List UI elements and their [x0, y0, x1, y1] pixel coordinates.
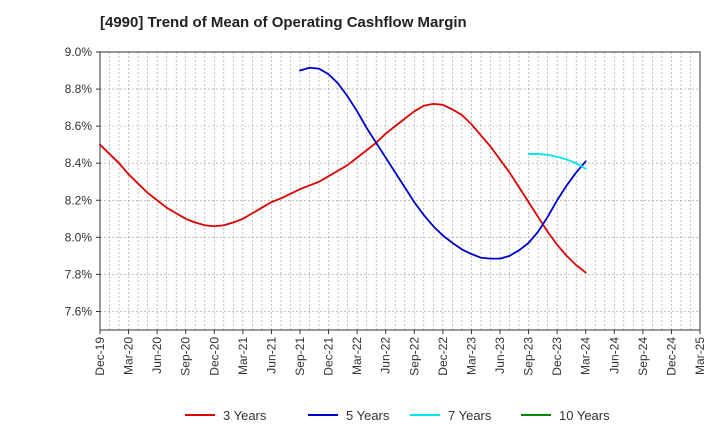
x-tick-label: Mar-24: [579, 337, 593, 375]
x-tick-label: Jun-22: [379, 337, 393, 374]
y-tick-label: 7.8%: [65, 267, 93, 281]
series-line-7-years: [527, 153, 587, 170]
legend-label: 5 Years: [346, 408, 390, 423]
x-tick-label: Sep-22: [407, 337, 421, 376]
x-tick-label: Sep-24: [636, 337, 650, 376]
x-tick-label: Dec-24: [664, 337, 678, 376]
chart-title: [4990] Trend of Mean of Operating Cashfl…: [100, 14, 467, 31]
x-tick-label: Jun-20: [150, 337, 164, 374]
plot-border: [99, 51, 701, 331]
plot-background: [100, 52, 700, 330]
series-line-5-years: [299, 66, 587, 260]
x-tick-label: Dec-23: [550, 337, 564, 376]
y-tick-label: 8.2%: [65, 193, 93, 207]
x-tick-label: Jun-23: [493, 337, 507, 374]
series-line-3-years: [99, 102, 587, 274]
x-tick-label: Mar-25: [693, 337, 707, 375]
legend-label: 7 Years: [448, 408, 492, 423]
x-tick-label: Mar-21: [236, 337, 250, 375]
x-tick-label: Sep-20: [179, 337, 193, 376]
x-tick-label: Jun-21: [264, 337, 278, 374]
legend-label: 10 Years: [559, 408, 610, 423]
x-tick-label: Dec-22: [436, 337, 450, 376]
x-axis: Dec-19 Mar-20 Jun-20 Sep-20 Dec-20 Mar-21 Jun-…: [93, 330, 707, 376]
x-tick-label: Sep-23: [522, 337, 536, 376]
x-tick-label: Mar-23: [464, 337, 478, 375]
x-tick-label: Dec-21: [322, 337, 336, 376]
x-tick-label: Mar-22: [350, 337, 364, 375]
x-tick-label: Jun-24: [607, 337, 621, 374]
series-lines: [99, 66, 587, 274]
legend: 3 Years 5 Years 7 Years 10 Years: [185, 408, 610, 423]
x-tick-label: Mar-20: [122, 337, 136, 375]
x-tick-label: Dec-20: [207, 337, 221, 376]
y-tick-label: 9.0%: [65, 45, 93, 59]
y-tick-label: 8.4%: [65, 156, 93, 170]
y-tick-label: 7.6%: [65, 304, 93, 318]
y-tick-label: 8.8%: [65, 82, 93, 96]
y-tick-label: 8.0%: [65, 230, 93, 244]
y-tick-label: 8.6%: [65, 119, 93, 133]
y-axis: 7.6% 7.8% 8.0% 8.2% 8.4% 8.6% 8.8% 9.0%: [65, 45, 100, 318]
legend-label: 3 Years: [223, 408, 267, 423]
x-tick-label: Sep-21: [293, 337, 307, 376]
x-tick-label: Dec-19: [93, 337, 107, 376]
